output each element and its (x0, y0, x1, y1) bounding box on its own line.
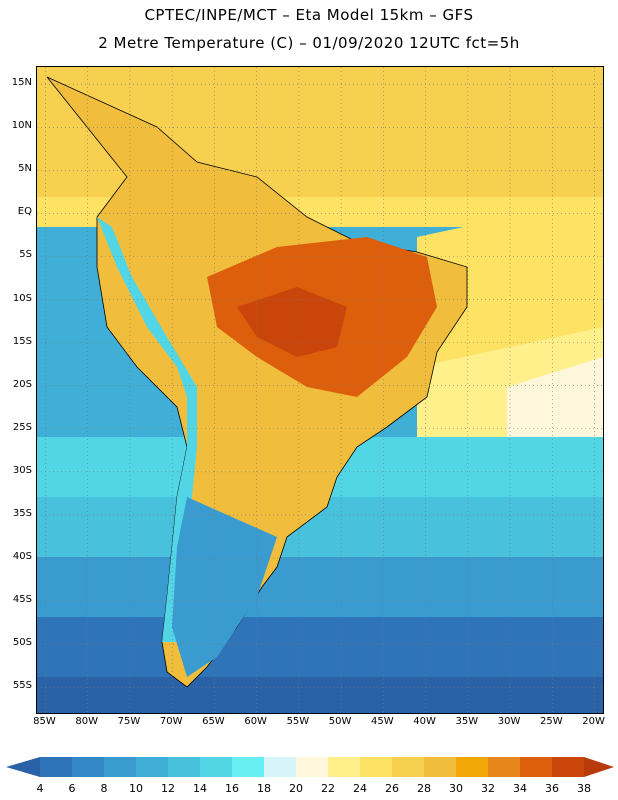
lon-tick-label: 50W (328, 716, 352, 727)
ocean-band-far-south (37, 677, 603, 713)
colorbar-tick-label: 24 (353, 782, 367, 795)
lat-tick-label: 30S (12, 464, 32, 476)
colorbar-tick-label: 28 (417, 782, 431, 795)
lon-tick-label: 55W (286, 716, 310, 727)
colorbar-tick-label: 34 (513, 782, 527, 795)
lat-tick-label: 5S (19, 249, 32, 261)
colorbar-segment (552, 757, 585, 777)
lon-tick-label: 65W (202, 716, 225, 727)
colorbar-segment (392, 757, 425, 777)
lon-tick-label: 25W (540, 716, 563, 727)
colorbar-tick-label: 6 (68, 782, 76, 795)
lat-tick-label: 10S (12, 292, 32, 304)
lat-tick-label: EQ (17, 206, 32, 218)
colorbar-tick-label: 12 (161, 782, 175, 795)
lat-tick-label: 55S (12, 680, 32, 692)
colorbar-tick-label: 4 (36, 782, 44, 795)
colorbar-segment (424, 757, 457, 777)
atlantic-pale-region (507, 357, 603, 447)
lon-tick-label: 45W (371, 716, 394, 727)
colorbar-segment (200, 757, 233, 777)
lat-tick-label: 15S (12, 335, 32, 347)
colorbar-segment (104, 757, 137, 777)
lon-tick-label: 40W (413, 716, 436, 727)
colorbar-segment (264, 757, 297, 777)
colorbar-arrow-high (584, 757, 614, 777)
lon-tick-label: 80W (75, 716, 98, 727)
colorbar-segment (296, 757, 329, 777)
lon-tick-label: 20W (582, 716, 605, 727)
lon-tick-label: 70W (159, 716, 183, 727)
colorbar-segment (456, 757, 489, 777)
colorbar-tick-label: 14 (193, 782, 207, 795)
lon-tick-label: 30W (497, 716, 521, 727)
colorbar-tick-label: 36 (545, 782, 559, 795)
colorbar-tick-label: 26 (385, 782, 399, 795)
hottest-core-region (237, 287, 347, 357)
lat-tick-label: 10N (11, 120, 32, 132)
lat-tick-label: 25S (12, 421, 32, 433)
patagonia-cold-region (172, 497, 277, 677)
map-title-line2: 2 Metre Temperature (C) – 01/09/2020 12U… (98, 34, 520, 52)
lat-tick-label: 15N (11, 77, 32, 89)
lat-tick-label: 20S (12, 378, 32, 390)
map-title-line1: CPTEC/INPE/MCT – Eta Model 15km – GFS (144, 6, 474, 24)
lon-tick-label: 75W (117, 716, 141, 727)
lon-tick-label: 35W (455, 716, 479, 727)
temperature-map (36, 66, 604, 714)
lon-tick-label: 85W (33, 716, 56, 727)
colorbar-tick-label: 30 (449, 782, 463, 795)
colorbar-segment (328, 757, 361, 777)
colorbar-segment (136, 757, 169, 777)
lat-tick-label: 45S (12, 594, 32, 606)
colorbar-tick-label: 32 (481, 782, 495, 795)
colorbar-tick-label: 16 (225, 782, 239, 795)
colorbar-segment (488, 757, 521, 777)
colorbar-arrow-low (6, 757, 40, 777)
colorbar-tick-label: 22 (321, 782, 335, 795)
colorbar-segment (72, 757, 105, 777)
colorbar-tick-label: 38 (577, 782, 591, 795)
lat-tick-label: 35S (12, 507, 32, 519)
colorbar-tick-label: 18 (257, 782, 271, 795)
lat-tick-label: 40S (12, 550, 32, 562)
colorbar-segment (520, 757, 553, 777)
lon-tick-label: 60W (244, 716, 267, 727)
colorbar-tick-label: 10 (129, 782, 143, 795)
colorbar (6, 757, 614, 777)
lat-tick-label: 5N (18, 163, 32, 175)
colorbar-tick-label: 20 (289, 782, 303, 795)
colorbar-segment (232, 757, 265, 777)
lat-tick-label: 50S (12, 637, 32, 649)
colorbar-segment (360, 757, 393, 777)
colorbar-segment (40, 757, 73, 777)
colorbar-tick-label: 8 (100, 782, 108, 795)
colorbar-segment (168, 757, 201, 777)
ocean-band-45s (37, 557, 603, 617)
